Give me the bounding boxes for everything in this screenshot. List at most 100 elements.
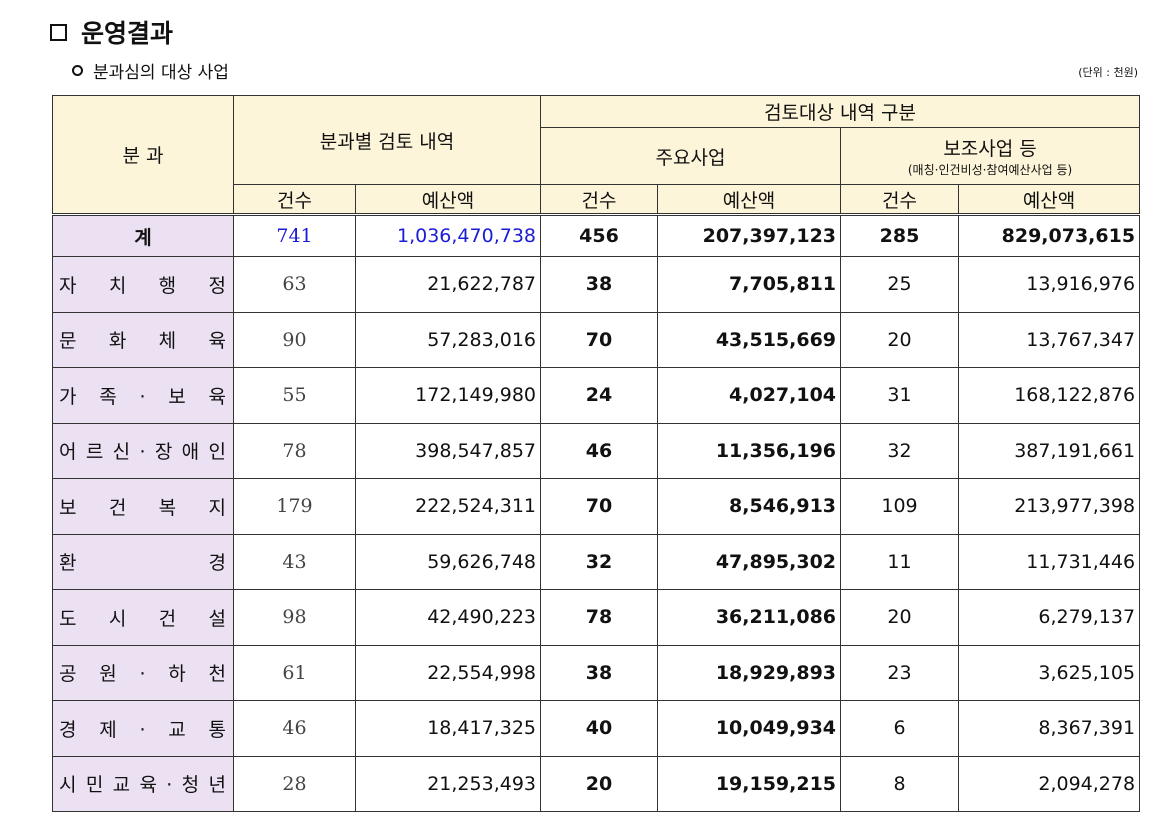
data-cell: 23 (840, 644, 960, 701)
data-cell: 3,625,105 (958, 644, 1141, 701)
data-cell: 8 (840, 755, 960, 812)
header-cell: 주요사업 (540, 127, 842, 185)
table-row: 문 화 체 육 90 57,283,016 70 43,515,669 20 13,767,… (52, 311, 1141, 368)
data-cell: 61 (233, 644, 356, 701)
subtitle: 분과심의 대상 사업 (72, 58, 229, 83)
data-cell: 43,515,669 (657, 311, 842, 368)
table-row: 환 경 43 59,626,748 32 47,895,302 11 11,731,446 (52, 533, 1141, 590)
subtitle-text: 분과심의 대상 사업 (93, 63, 229, 83)
bullet-ring (72, 65, 83, 76)
subheader-cell: 건수 (233, 184, 356, 215)
division-cell: 환 경 (52, 533, 234, 590)
data-cell: 38 (540, 644, 659, 701)
bullet-box (50, 23, 67, 41)
total-cell: 829,073,615 (958, 213, 1141, 257)
data-cell: 78 (540, 589, 659, 646)
data-cell: 32 (540, 533, 659, 590)
data-cell: 70 (540, 311, 659, 368)
data-cell: 11 (840, 533, 960, 590)
table-row: 가 족 · 보 육 55 172,149,980 24 4,027,104 31 168,1… (52, 367, 1141, 424)
data-cell: 24 (540, 367, 659, 424)
subheader-cell: 예산액 (354, 184, 542, 215)
data-cell: 36,211,086 (657, 589, 842, 646)
division-cell: 공 원 · 하 천 (52, 644, 234, 701)
table-row: 어 르 신 · 장 애 인 78 398,547,857 46 11,356,196 32… (52, 422, 1141, 479)
data-cell: 2,094,278 (958, 755, 1141, 812)
header-cell: 검토대상 내역 구분 (540, 95, 1141, 128)
data-cell: 7,705,811 (657, 256, 842, 313)
total-cell: 741 (233, 213, 356, 257)
subheader-cell: 예산액 (657, 184, 842, 215)
division-cell: 경 제 · 교 통 (52, 700, 234, 757)
table-body: 분 과 분과별 검토 내역 검토대상 내역 구분 주요사업 보조사업 등 (매칭·인건비성… (52, 95, 1141, 812)
data-cell: 18,417,325 (354, 700, 542, 757)
data-cell: 19,159,215 (657, 755, 842, 812)
unit-note: (단위 : 천원) (1078, 66, 1138, 79)
data-cell: 21,622,787 (354, 256, 542, 313)
data-cell: 22,554,998 (354, 644, 542, 701)
data-cell: 59,626,748 (354, 533, 542, 590)
data-cell: 98 (233, 589, 356, 646)
data-cell: 109 (840, 478, 960, 535)
data-cell: 40 (540, 700, 659, 757)
title-text: 운영결과 (81, 19, 174, 48)
data-cell: 47,895,302 (657, 533, 842, 590)
table-row: 도 시 건 설 98 42,490,223 78 36,211,086 20 6,279,1… (52, 589, 1141, 646)
table-row: 계 741 1,036,470,738 456 207,397,123 285 829,07… (52, 213, 1141, 257)
subheader-cell: 예산액 (958, 184, 1141, 215)
data-cell: 398,547,857 (354, 422, 542, 479)
header-note: (매칭·인건비성·참여예산사업 등) (907, 163, 1073, 177)
data-cell: 172,149,980 (354, 367, 542, 424)
data-cell: 28 (233, 755, 356, 812)
data-cell: 55 (233, 367, 356, 424)
data-cell: 179 (233, 478, 356, 535)
data-cell: 168,122,876 (958, 367, 1141, 424)
data-cell: 6 (840, 700, 960, 757)
data-cell: 78 (233, 422, 356, 479)
data-cell: 90 (233, 311, 356, 368)
table-row: 자 치 행 정 63 21,622,787 38 7,705,811 25 13,916,9… (52, 256, 1141, 313)
subheader-cell: 건수 (540, 184, 659, 215)
division-cell: 자 치 행 정 (52, 256, 234, 313)
division-cell: 시 민 교 육 · 청 년 (52, 755, 234, 812)
division-cell: 가 족 · 보 육 (52, 367, 234, 424)
total-cell: 계 (52, 213, 234, 257)
header-text: 보조사업 등 (943, 138, 1037, 160)
data-cell: 6,279,137 (958, 589, 1141, 646)
data-cell: 11,356,196 (657, 422, 842, 479)
table-row: 시 민 교 육 · 청 년 28 21,253,493 20 19,159,215 8 2,… (52, 755, 1141, 812)
table-row: 공 원 · 하 천 61 22,554,998 38 18,929,893 23 3,625… (52, 644, 1141, 701)
data-cell: 70 (540, 478, 659, 535)
total-cell: 207,397,123 (657, 213, 842, 257)
division-cell: 어 르 신 · 장 애 인 (52, 422, 234, 479)
data-cell: 11,731,446 (958, 533, 1141, 590)
data-cell: 63 (233, 256, 356, 313)
data-cell: 213,977,398 (958, 478, 1141, 535)
table-row: 분 과 분과별 검토 내역 검토대상 내역 구분 (52, 95, 1141, 215)
data-cell: 42,490,223 (354, 589, 542, 646)
header-cell: 보조사업 등 (매칭·인건비성·참여예산사업 등) (840, 127, 1141, 185)
division-cell: 보 건 복 지 (52, 478, 234, 535)
data-cell: 13,767,347 (958, 311, 1141, 368)
data-cell: 20 (840, 589, 960, 646)
total-cell: 1,036,470,738 (354, 213, 542, 257)
table-row: 주요사업 보조사업 등 (매칭·인건비성·참여예산사업 등) (53, 127, 1141, 185)
table-row: 경 제 · 교 통 46 18,417,325 40 10,049,934 6 8,367,… (52, 700, 1141, 757)
data-cell: 46 (233, 700, 356, 757)
result-table: 분 과 분과별 검토 내역 검토대상 내역 구분 주요사업 보조사업 등 (매칭·인건비성… (52, 95, 1141, 812)
data-cell: 32 (840, 422, 960, 479)
data-cell: 222,524,311 (354, 478, 542, 535)
total-cell: 285 (840, 213, 960, 257)
total-cell: 456 (540, 213, 659, 257)
title: 운영결과 (50, 14, 173, 50)
data-cell: 31 (840, 367, 960, 424)
table-row: 보 건 복 지 179 222,524,311 70 8,546,913 109 213,9… (52, 478, 1141, 535)
data-cell: 38 (540, 256, 659, 313)
data-cell: 20 (540, 755, 659, 812)
data-cell: 10,049,934 (657, 700, 842, 757)
data-cell: 18,929,893 (657, 644, 842, 701)
division-cell: 문 화 체 육 (52, 311, 234, 368)
data-cell: 25 (840, 256, 960, 313)
data-cell: 46 (540, 422, 659, 479)
